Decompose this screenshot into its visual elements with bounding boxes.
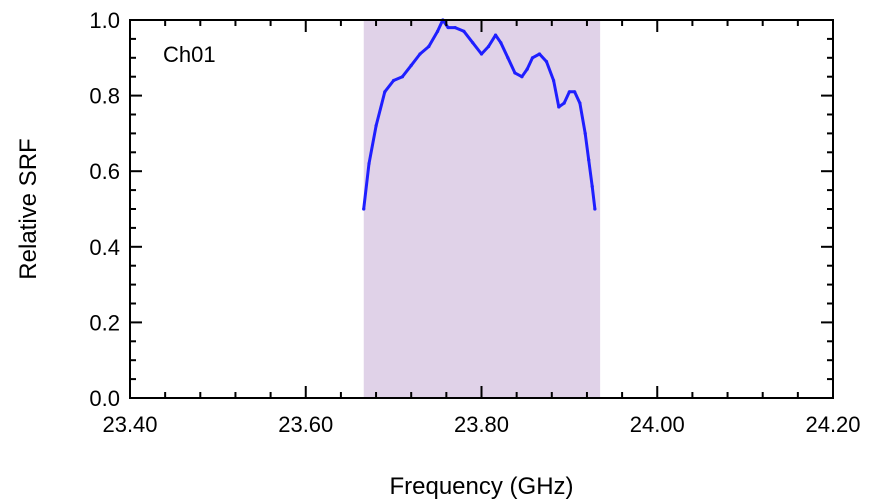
x-tick-label: 23.40 bbox=[102, 412, 157, 437]
y-tick-label: 1.0 bbox=[89, 8, 120, 33]
data-point bbox=[409, 63, 413, 67]
data-point bbox=[499, 41, 503, 45]
x-tick-label: 24.20 bbox=[805, 412, 860, 437]
data-point bbox=[462, 29, 466, 33]
passband-rect bbox=[363, 20, 601, 398]
data-point bbox=[567, 90, 571, 94]
data-point bbox=[383, 90, 387, 94]
data-point bbox=[525, 67, 529, 71]
data-point bbox=[493, 33, 498, 37]
data-point bbox=[583, 131, 587, 135]
data-point bbox=[400, 75, 405, 79]
axis-ticks bbox=[129, 19, 834, 399]
data-point bbox=[392, 78, 396, 83]
x-tick-label: 23.60 bbox=[278, 412, 333, 437]
data-point bbox=[479, 52, 484, 56]
data-point bbox=[453, 25, 457, 30]
data-point bbox=[557, 105, 561, 109]
data-point bbox=[513, 71, 517, 75]
x-tick-label: 24.00 bbox=[630, 412, 685, 437]
data-point bbox=[578, 101, 582, 105]
x-axis-title: Frequency (GHz) bbox=[389, 473, 573, 500]
data-point bbox=[520, 75, 524, 79]
x-tick-label: 23.80 bbox=[454, 412, 509, 437]
data-point bbox=[362, 207, 366, 211]
data-point bbox=[544, 59, 549, 64]
y-tick-label: 0.2 bbox=[89, 310, 120, 335]
data-point bbox=[587, 158, 591, 162]
data-point bbox=[506, 56, 510, 60]
data-point bbox=[471, 41, 475, 45]
series-layer bbox=[362, 18, 597, 211]
y-tick-label: 0.4 bbox=[89, 235, 120, 260]
data-point bbox=[530, 56, 535, 60]
data-point bbox=[435, 29, 440, 33]
data-point bbox=[573, 90, 577, 94]
passband-region bbox=[363, 20, 601, 398]
data-point bbox=[418, 52, 422, 56]
y-tick-label: 0.8 bbox=[89, 84, 120, 109]
channel-label: Ch01 bbox=[163, 42, 216, 67]
data-point bbox=[562, 101, 566, 105]
data-point bbox=[374, 124, 378, 128]
tick-labels: 23.40 23.60 23.80 24.00 24.20 0.0 0.2 0.4 0.6 0.8… bbox=[89, 8, 860, 437]
data-point bbox=[427, 44, 431, 49]
data-point bbox=[590, 184, 594, 188]
data-point bbox=[537, 52, 542, 56]
data-point bbox=[367, 162, 371, 166]
data-point bbox=[446, 25, 450, 30]
y-axis-title: Relative SRF bbox=[15, 138, 42, 279]
y-tick-label: 0.0 bbox=[89, 386, 120, 411]
data-point bbox=[593, 207, 597, 211]
data-point bbox=[486, 44, 491, 49]
y-tick-label: 0.6 bbox=[89, 159, 120, 184]
data-point bbox=[551, 78, 556, 83]
